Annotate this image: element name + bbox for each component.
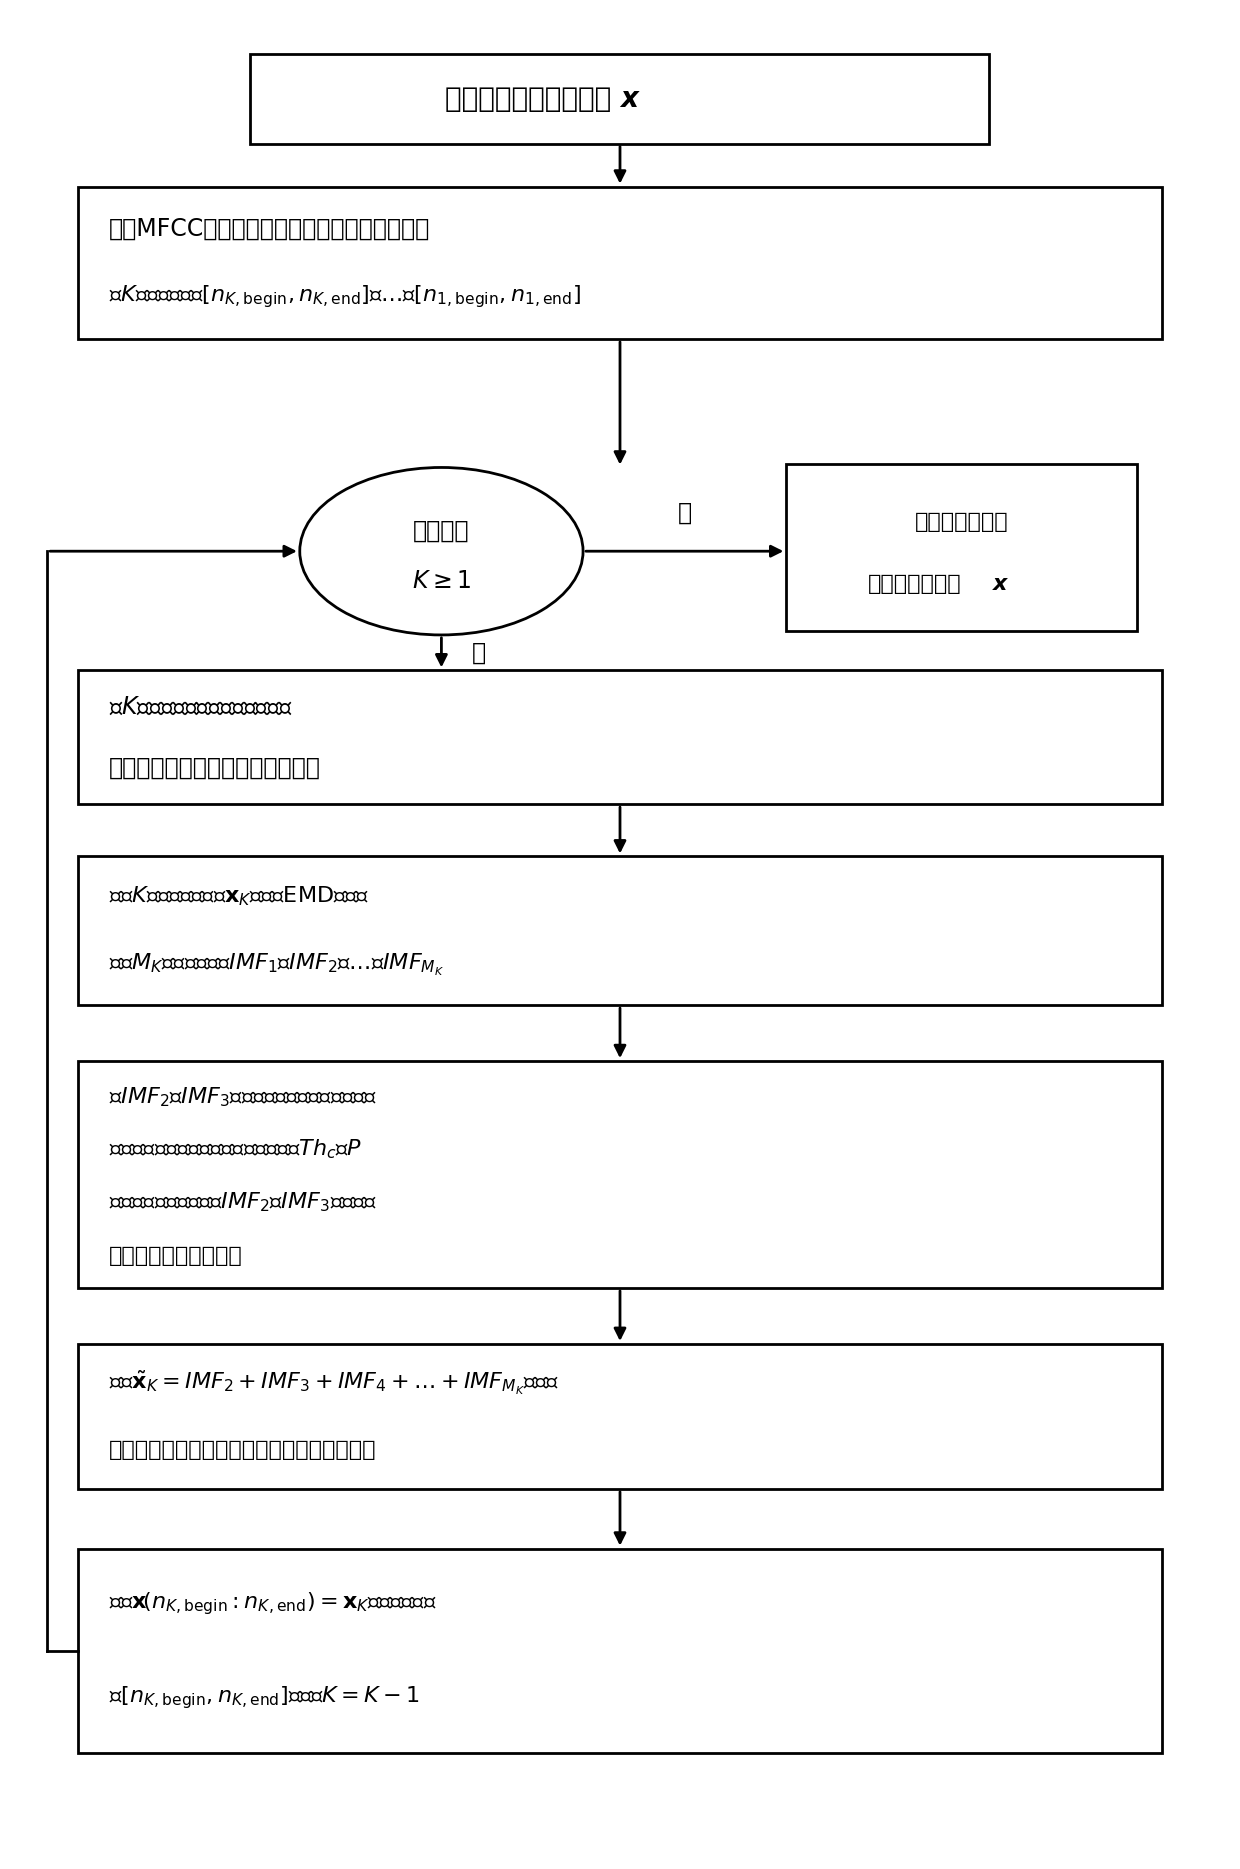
FancyBboxPatch shape [78,1549,1162,1753]
Text: 三次样条插值依次更新各数据段的边缘数据点: 三次样条插值依次更新各数据段的边缘数据点 [109,1439,377,1460]
Text: 据段以外的数据全置零: 据段以外的数据全置零 [109,1247,243,1265]
Text: 得到$M_K$个模式分量：$\mathit{IMF}_1$，$\mathit{IMF}_2$，…，$\mathit{IMF}_{M_K}$: 得到$M_K$个模式分量：$\mathit{IMF}_1$，$\mathit{I… [109,951,444,977]
Text: 读取听诊信号采样序列: 读取听诊信号采样序列 [445,86,620,112]
Text: 的$\mathit{K}$个时间区间：$\left[n_{K,\mathrm{begin}}, n_{K,\mathrm{end}}\right]$，…，$\l: 的$\mathit{K}$个时间区间：$\left[n_{K,\mathrm{b… [109,282,580,310]
Text: 更新$\mathbf{x}\!\left(n_{K,\mathrm{begin}}{:}n_{K,\mathrm{end}}\right)=\mathbf{x}: 更新$\mathbf{x}\!\left(n_{K,\mathrm{begin}… [109,1591,436,1617]
Text: 区间先进入后退出的方式形成堆栈: 区间先进入后退出的方式形成堆栈 [109,757,321,779]
FancyBboxPatch shape [78,1062,1162,1288]
Text: $\mathit{K}\geq 1$: $\mathit{K}\geq 1$ [412,570,471,592]
FancyBboxPatch shape [250,54,990,144]
Text: 相关系数，确定相关系数大于预设阈值$Th_c$的$P$: 相关系数，确定相关系数大于预设阈值$Th_c$的$P$ [109,1138,362,1161]
Text: 是: 是 [472,641,486,665]
Text: 干扰的听诊信号: 干扰的听诊信号 [868,574,962,594]
Text: 利用MFCC以及支持向量机，确定有摩擦音干扰: 利用MFCC以及支持向量机，确定有摩擦音干扰 [109,217,430,241]
Text: 输出消除摩擦音: 输出消除摩擦音 [915,512,1008,533]
FancyBboxPatch shape [78,856,1162,1006]
Text: 判断是否: 判断是否 [413,520,470,544]
Ellipse shape [300,467,583,635]
FancyBboxPatch shape [78,1344,1162,1490]
Text: x: x [620,86,637,112]
Text: x: x [992,574,1007,594]
Text: 将$\mathit{K}$个时间区间，按后出现的时间: 将$\mathit{K}$个时间区间，按后出现的时间 [109,695,293,718]
Text: 计算$\tilde{\mathbf{x}}_K = \mathit{IMF}_2 + \mathit{IMF}_3 + \mathit{IMF}_4 + \ld: 计算$\tilde{\mathbf{x}}_K = \mathit{IMF}_2… [109,1368,559,1398]
Text: 否: 否 [677,501,692,525]
Text: 对$\mathit{IMF}_2$与$\mathit{IMF}_3$作低通滤波，分帧计算两者的: 对$\mathit{IMF}_2$与$\mathit{IMF}_3$作低通滤波，… [109,1086,377,1108]
Text: 个不交迭数据段，并对$\mathit{IMF}_2$与$\mathit{IMF}_3$上这些数: 个不交迭数据段，并对$\mathit{IMF}_2$与$\mathit{IMF}… [109,1191,377,1213]
Text: 间$\left[n_{K,\mathrm{begin}}, n_{K,\mathrm{end}}\right]$，并令$K = K - 1$: 间$\left[n_{K,\mathrm{begin}}, n_{K,\math… [109,1684,419,1712]
FancyBboxPatch shape [786,464,1137,632]
FancyBboxPatch shape [78,187,1162,338]
FancyBboxPatch shape [78,671,1162,804]
Text: 对第$\mathit{K}$个区间上的数据$\mathbf{x}_K$，进行EMD分解后: 对第$\mathit{K}$个区间上的数据$\mathbf{x}_K$，进行EM… [109,884,370,908]
